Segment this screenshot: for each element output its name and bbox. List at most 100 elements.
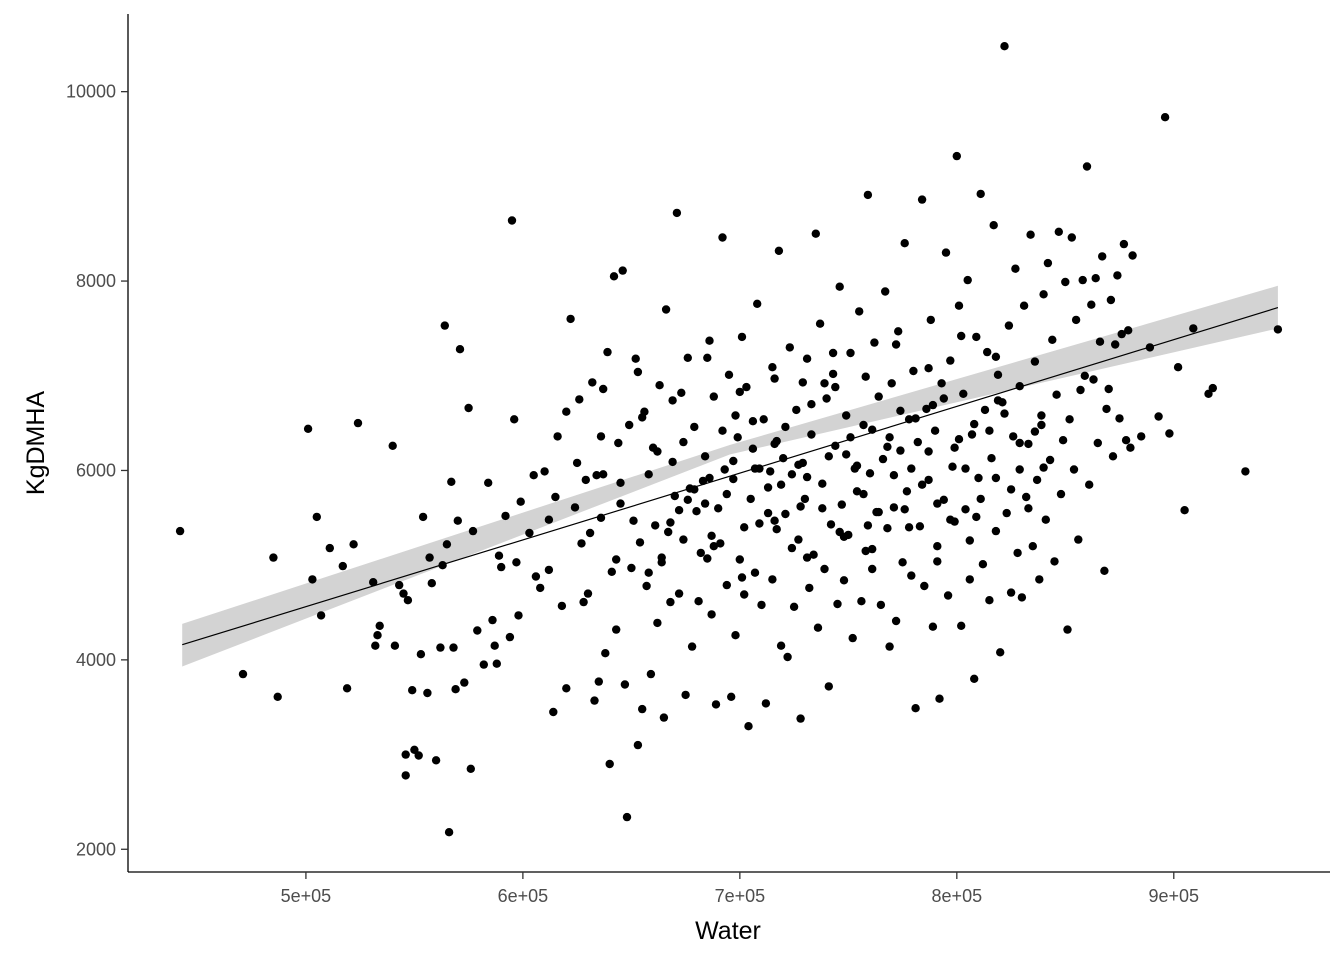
data-point [596,432,606,441]
data-point [308,575,317,584]
data-point [839,576,849,585]
data-point [1121,436,1131,445]
data-point [1128,251,1137,260]
data-point [1154,412,1163,421]
x-axis-title: Water [695,917,761,945]
data-point [896,446,905,455]
data-point [946,515,955,524]
data-point [759,415,768,424]
data-point [878,454,888,464]
data-point [1058,436,1068,445]
data-point [408,686,417,695]
data-point [722,580,731,590]
data-point [993,370,1003,379]
data-point [798,378,807,387]
data-point [757,600,766,610]
data-point [575,395,584,404]
data-point [479,660,488,669]
data-point [1115,414,1124,423]
data-point [900,505,909,514]
data-point [809,550,818,559]
data-point [1113,271,1122,280]
data-point [1095,337,1105,346]
data-point [1030,357,1040,366]
data-point [557,601,567,611]
data-point [501,511,510,521]
data-point [781,422,790,432]
data-point [933,499,942,508]
data-point [861,372,870,381]
data-point [815,319,825,328]
data-point [588,378,597,387]
data-point [776,480,786,489]
data-point [826,520,836,529]
data-point [418,512,428,522]
data-point [303,424,313,433]
data-point [1056,489,1066,499]
data-point [716,539,725,548]
data-point [885,642,894,651]
data-point [1160,113,1170,122]
data-point [460,678,469,687]
data-point [1004,321,1014,330]
data-point [703,353,712,362]
data-point [1037,411,1046,420]
data-point [1013,548,1022,558]
data-point [451,685,460,694]
data-point [605,759,614,769]
data-point [1093,438,1103,448]
data-point [917,195,927,204]
data-point [664,527,673,537]
data-point [1011,264,1020,273]
data-point [1137,432,1146,441]
data-point [774,246,784,255]
data-point [776,641,786,650]
data-point [618,266,627,275]
data-point [868,564,877,574]
data-point [913,437,922,447]
data-point [572,458,582,468]
data-point [1039,290,1048,299]
data-point [796,502,805,511]
data-point [1063,625,1072,634]
data-point [449,643,458,652]
data-point [735,555,744,564]
data-point [824,682,833,691]
data-point [946,356,955,365]
data-point [1119,239,1129,249]
data-point [868,544,877,554]
y-tick-label: 2000 [76,839,116,859]
data-point [633,367,643,377]
data-point [742,382,751,392]
data-point [666,597,675,607]
data-point [842,450,851,459]
data-point [1002,508,1011,518]
data-point [1074,535,1083,544]
data-point [1111,340,1120,349]
data-point [690,422,699,432]
data-point [642,581,651,591]
data-point [488,615,497,625]
data-point [863,521,873,530]
data-point [431,756,441,765]
data-point [939,495,948,504]
data-point [722,489,731,499]
data-point [536,583,545,593]
data-point [440,321,449,330]
data-point [570,503,580,512]
data-point [807,430,816,439]
x-tick-label: 5e+05 [281,886,332,906]
data-point [531,572,541,581]
data-point [928,622,938,631]
data-point [401,750,410,759]
data-point [766,467,775,476]
data-point [1065,415,1074,424]
data-point [683,495,692,504]
data-point [694,597,703,606]
data-point [316,611,326,620]
y-tick-label: 10000 [66,82,116,102]
data-point [1241,467,1250,476]
data-point [731,411,740,420]
data-point [837,500,846,509]
data-point [972,332,981,342]
